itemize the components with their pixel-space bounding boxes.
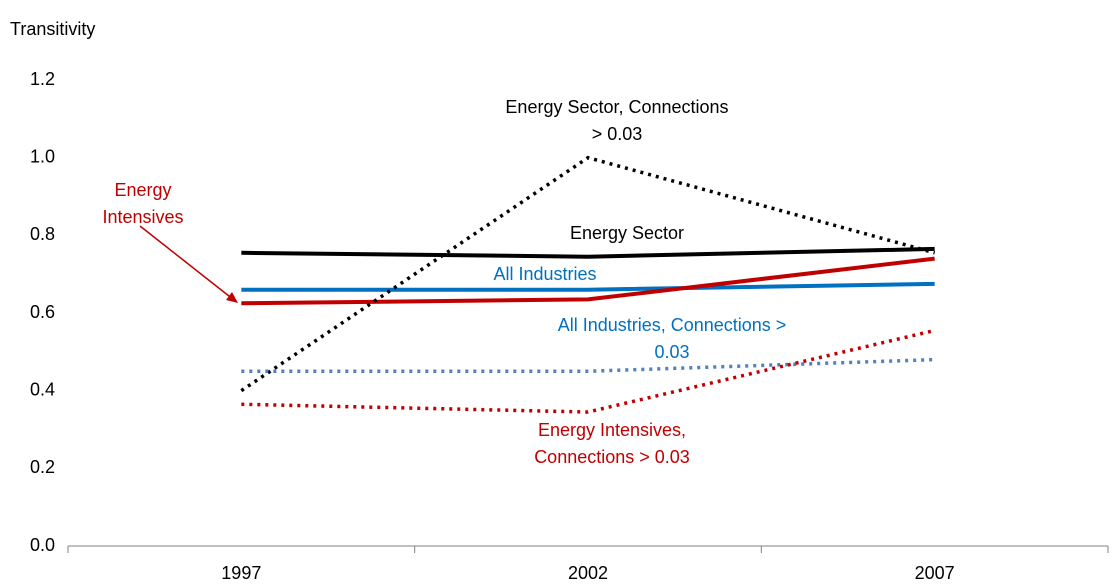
series-label: Energy Intensives: [102, 180, 184, 227]
y-tick-label: 0.8: [30, 224, 55, 244]
arrow-head: [226, 292, 238, 303]
series-label: Energy Sector, Connections > 0.03: [505, 97, 729, 144]
series-label: Energy Sector: [569, 223, 685, 243]
y-tick-label: 0.0: [30, 535, 55, 555]
y-tick-label: 1.2: [30, 69, 55, 89]
series-label: All Industries, Connections > 0.03: [557, 315, 787, 362]
x-tick-label: 2007: [915, 563, 955, 583]
series-line: [241, 357, 935, 373]
series-line: [241, 256, 935, 306]
y-tick-label: 0.2: [30, 457, 55, 477]
x-tick-label: 1997: [221, 563, 261, 583]
y-tick-label: 0.4: [30, 379, 55, 399]
y-tick-label: 1.0: [30, 146, 55, 166]
annotation-arrow: [139, 225, 235, 301]
x-tick-label: 2002: [568, 563, 608, 583]
series-line: [241, 328, 936, 414]
y-tick-label: 0.6: [30, 302, 55, 322]
series-label: Energy Intensives, Connections > 0.03: [534, 420, 690, 467]
series-line: [240, 155, 936, 393]
y-axis-title: Transitivity: [10, 19, 95, 39]
series-line: [241, 246, 935, 259]
series-label: All Industries: [493, 264, 597, 284]
series-line: [241, 281, 935, 292]
